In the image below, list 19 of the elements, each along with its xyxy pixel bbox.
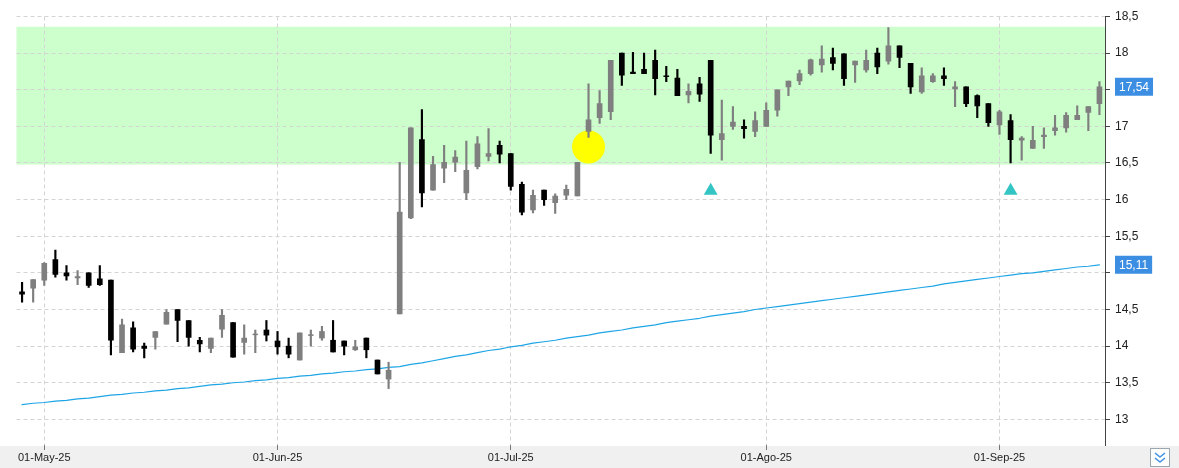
candlestick [485,128,492,162]
x-tick-label: 01-May-25 [17,450,71,463]
y-tick-label: 15,5 [1115,228,1139,243]
y-tick-label: 13 [1115,411,1129,426]
text: 15,11 [1119,257,1149,272]
x-tick-label: 01-Jul-25 [487,450,534,463]
x-tick-label: 01-Jun-25 [252,450,303,463]
x-tick-label: 01-Sep-25 [973,450,1026,463]
y-tick-label: 14 [1115,338,1129,353]
y-tick-label: 18 [1115,45,1129,60]
y-tick-label: 17 [1115,118,1129,133]
x-tick-label: 01-Ago-25 [740,450,792,463]
y-tick-label: 16 [1115,191,1129,206]
y-tick-label: 13,5 [1115,375,1139,390]
y-tick-label: 18,5 [1115,8,1139,23]
candlestick [585,83,592,138]
y-tick-label: 16,5 [1115,155,1139,170]
text: 17,54 [1119,79,1150,94]
y-tick-label: 14,5 [1115,301,1139,316]
